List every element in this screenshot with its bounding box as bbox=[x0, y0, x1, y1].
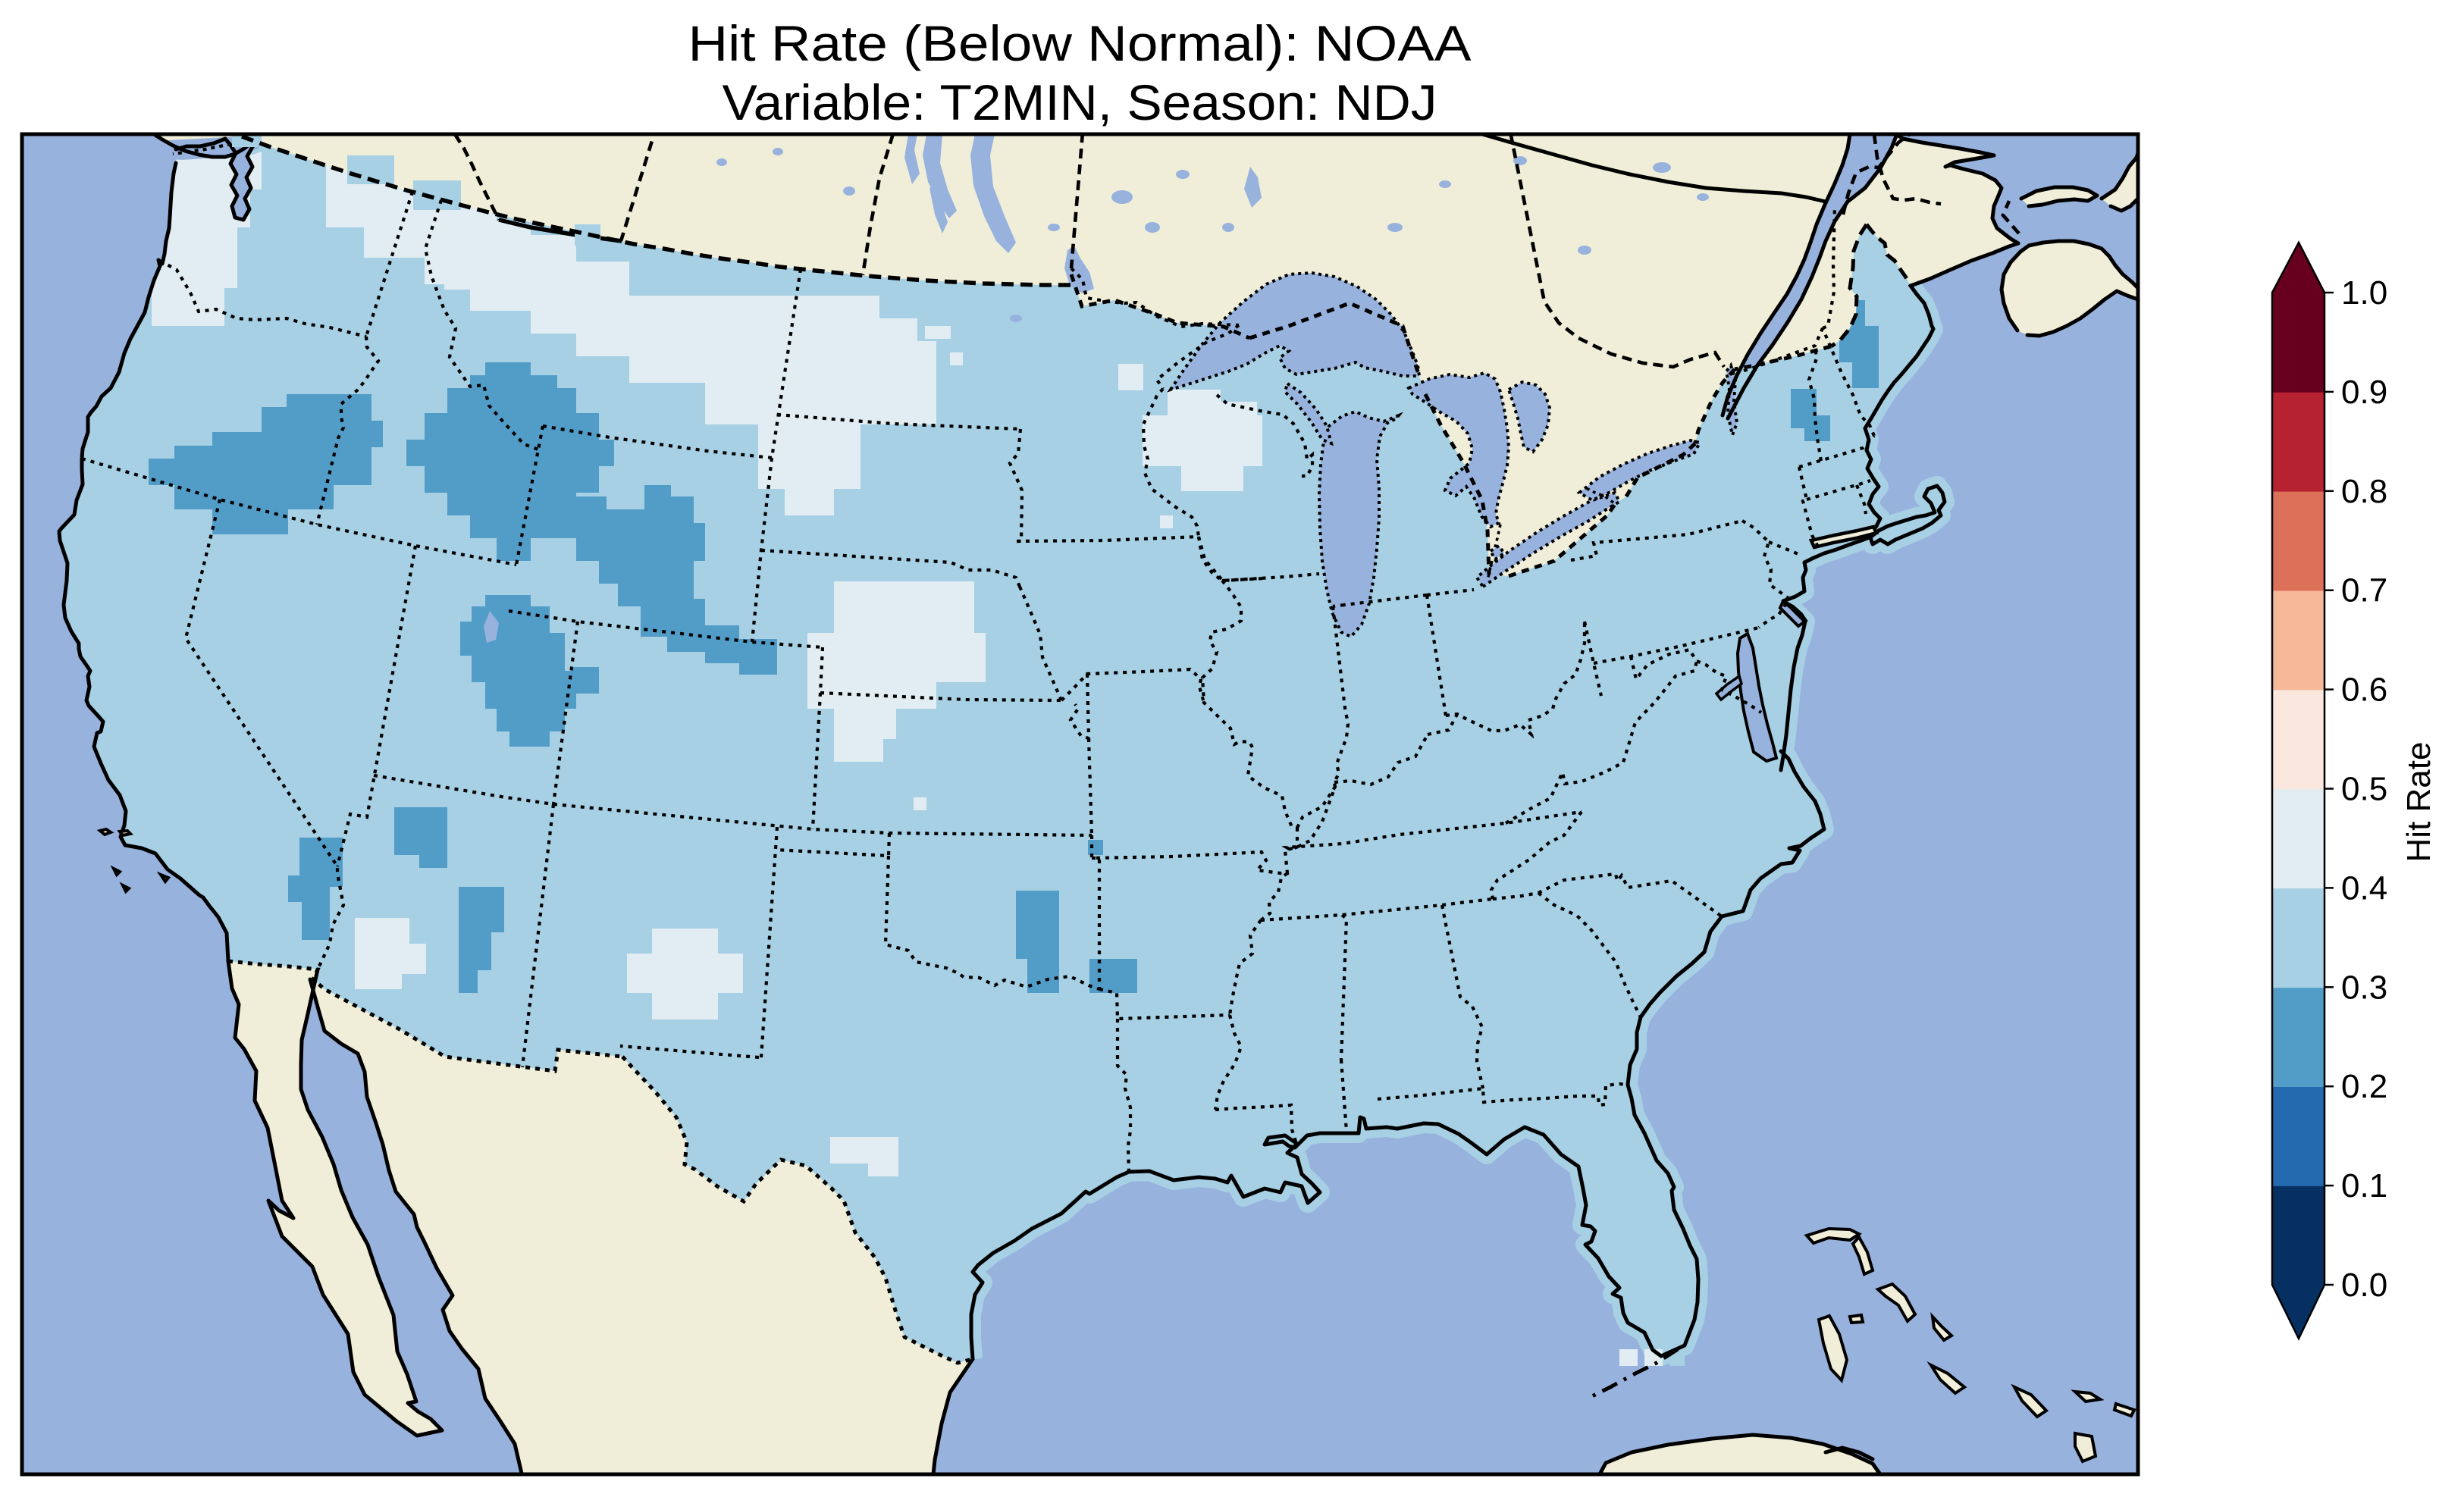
svg-text:0.3: 0.3 bbox=[2341, 969, 2387, 1006]
svg-text:0.9: 0.9 bbox=[2341, 374, 2387, 411]
svg-text:0.5: 0.5 bbox=[2341, 771, 2387, 808]
svg-text:1.0: 1.0 bbox=[2341, 274, 2387, 312]
svg-text:Hit Rate: Hit Rate bbox=[2400, 742, 2437, 863]
svg-text:0.1: 0.1 bbox=[2341, 1167, 2387, 1204]
svg-text:0.7: 0.7 bbox=[2341, 572, 2387, 609]
svg-text:0.0: 0.0 bbox=[2341, 1267, 2387, 1304]
svg-text:Hit Rate (Below Normal): NOAA: Hit Rate (Below Normal): NOAA bbox=[688, 15, 1472, 71]
svg-text:0.6: 0.6 bbox=[2341, 672, 2387, 709]
svg-text:0.8: 0.8 bbox=[2341, 473, 2387, 510]
svg-text:Variable: T2MIN, Season: NDJ: Variable: T2MIN, Season: NDJ bbox=[723, 74, 1437, 130]
svg-text:0.2: 0.2 bbox=[2341, 1068, 2387, 1105]
svg-text:0.4: 0.4 bbox=[2341, 869, 2387, 907]
